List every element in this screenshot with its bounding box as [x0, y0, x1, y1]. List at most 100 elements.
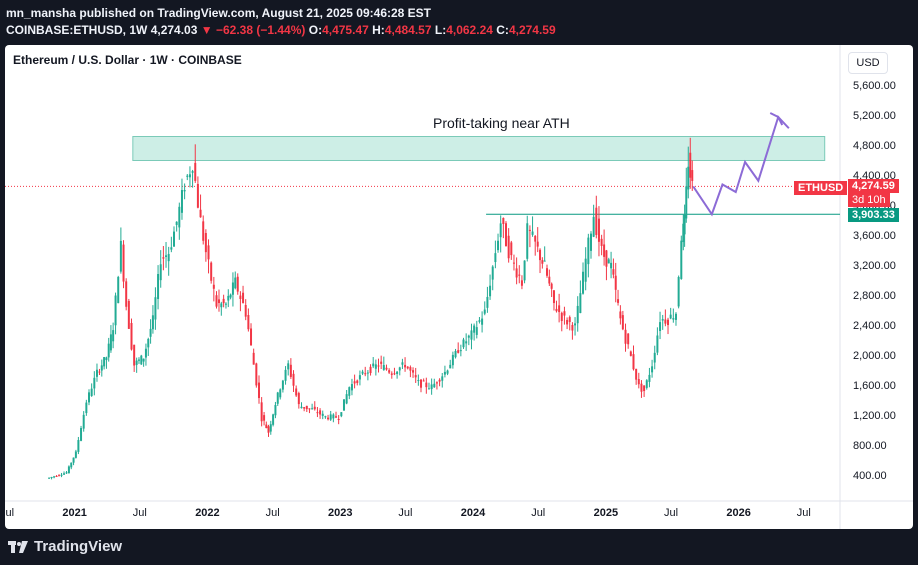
candle-body: [199, 209, 202, 218]
candle-body: [640, 383, 643, 392]
candle-body: [119, 240, 122, 272]
candle-body: [635, 368, 638, 380]
chart-panel[interactable]: Ethereum / U.S. Dollar · 1W · COINBASE U…: [5, 45, 913, 529]
candle-body: [350, 384, 353, 391]
level-tag: 3,903.33: [848, 208, 899, 222]
candle-body: [664, 319, 667, 324]
candle-body: [653, 352, 656, 363]
candle-body: [459, 350, 462, 352]
candle-body: [215, 295, 218, 307]
candle-body: [648, 374, 651, 382]
candle-body: [499, 223, 502, 238]
candle-body: [592, 216, 595, 237]
candle-body: [319, 410, 322, 415]
candle-body: [610, 262, 613, 269]
candle-body: [674, 313, 677, 320]
price-tick-label: 400.00: [853, 470, 887, 482]
candle-body: [483, 309, 486, 314]
candle-body: [627, 333, 630, 345]
candle-body: [55, 475, 58, 477]
open-value: 4,475.47: [322, 23, 369, 37]
candle-body: [414, 375, 417, 378]
price-chart[interactable]: [5, 45, 913, 529]
candle-body: [584, 258, 587, 282]
candle-body: [515, 268, 518, 278]
candle-body: [558, 305, 561, 313]
candle-body: [227, 295, 230, 301]
candle-body: [188, 174, 191, 178]
candle-body: [536, 241, 539, 247]
candle-body: [518, 274, 521, 276]
candle-body: [560, 312, 563, 322]
candle-body: [539, 249, 542, 261]
candle-body: [263, 415, 266, 421]
zone-annotation: Profit-taking near ATH: [433, 115, 570, 131]
candle-body: [109, 334, 112, 351]
candle-body: [449, 364, 452, 369]
candle-body: [224, 303, 227, 305]
candle-body: [401, 362, 404, 365]
candle-body: [345, 394, 348, 404]
currency-button[interactable]: USD: [848, 52, 888, 74]
candle-body: [430, 384, 433, 390]
brand-footer[interactable]: TradingView: [8, 538, 122, 555]
candle-body: [486, 296, 489, 308]
candle-body: [281, 380, 284, 390]
candle-body: [292, 373, 295, 386]
candle-body: [157, 273, 160, 299]
high-label: H:: [372, 23, 385, 37]
candle-body: [441, 376, 444, 381]
candle-body: [612, 269, 615, 275]
candle-body: [478, 320, 481, 322]
candle-body: [212, 284, 215, 289]
change-arrow: ▼: [200, 23, 213, 37]
candle-body: [337, 418, 340, 420]
time-tick-label: 2025: [593, 507, 619, 519]
candle-body: [210, 262, 213, 281]
candle-body: [130, 322, 133, 350]
candle-body: [438, 379, 441, 382]
candle-body: [276, 392, 279, 404]
candle-body: [127, 300, 130, 329]
candle-body: [255, 363, 258, 386]
candle-body: [204, 233, 207, 253]
candle-body: [404, 364, 407, 368]
time-tick-label: 2022: [195, 507, 220, 519]
candle-body: [366, 372, 369, 374]
candle-body: [659, 322, 662, 332]
candle-body: [287, 363, 290, 370]
candle-body: [82, 414, 85, 429]
candle-body: [520, 280, 523, 286]
candle-body: [541, 260, 544, 264]
candle-body: [406, 366, 409, 369]
candle-body: [621, 315, 624, 330]
candle-body: [528, 229, 531, 231]
price-tick-label: 3,200.00: [853, 260, 896, 272]
candle-body: [295, 388, 298, 396]
candle-body: [398, 367, 401, 371]
candle-body: [417, 380, 420, 382]
candle-body: [303, 407, 306, 409]
time-tick-label: Jul: [531, 507, 546, 519]
candle-body: [603, 244, 606, 257]
candle-body: [348, 387, 351, 396]
price-tick-label: 5,200.00: [853, 110, 896, 122]
candle-body: [180, 190, 183, 213]
candle-body: [332, 414, 335, 419]
candle-body: [550, 283, 553, 289]
candle-body: [247, 315, 250, 330]
candle-body: [274, 404, 277, 416]
candle-body: [260, 402, 263, 422]
candle-body: [582, 271, 585, 294]
candle-body: [691, 170, 694, 181]
candle-body: [388, 370, 391, 373]
candle-body: [505, 223, 507, 247]
candle-body: [311, 408, 314, 410]
candle-body: [100, 365, 103, 371]
candle-body: [597, 218, 600, 242]
ohlc-line: COINBASE:ETHUSD, 1W 4,274.03 ▼ −62.38 (−…: [6, 23, 556, 37]
candle-body: [661, 319, 664, 321]
candle-body: [85, 402, 88, 414]
candle-body: [133, 344, 136, 366]
candle-body: [571, 324, 574, 331]
